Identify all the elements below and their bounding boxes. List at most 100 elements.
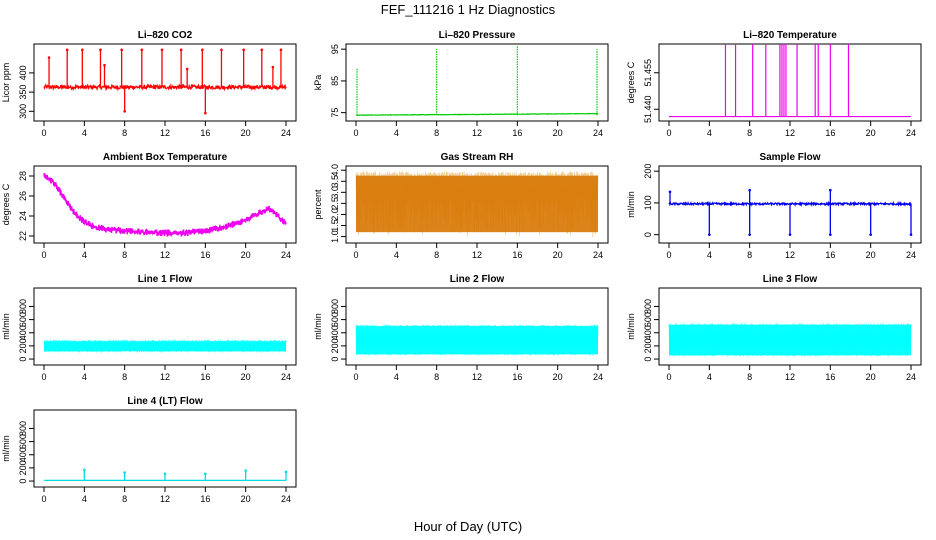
x-tick-label: 12 [472,372,482,382]
y-tick-label: 0 [18,357,28,362]
x-tick-label: 16 [512,128,522,138]
x-tick-label: 20 [553,128,563,138]
data-spike-point [748,188,751,192]
x-tick-label: 24 [281,494,291,504]
y-tick-label: 28 [18,171,28,181]
x-tick-label: 0 [666,250,671,260]
panel-title: Ambient Box Temperature [103,152,228,163]
figure-title: FEF_111216 1 Hz Diagnostics [381,2,556,17]
data-spike-point [123,471,126,474]
plot-frame [345,43,609,122]
data-spike-point [179,48,183,52]
x-tick-label: 4 [394,250,399,260]
x-tick-label: 16 [825,128,835,138]
y-tick-label: 350 [18,85,28,100]
data-spike-point [260,48,264,52]
series [668,323,912,357]
panel-title: Line 4 (LT) Flow [127,396,203,407]
x-tick-label: 4 [82,128,87,138]
x-tick-label: 12 [785,128,795,138]
x-tick-label: 4 [82,372,87,382]
x-axis: 0 4 8 12 16 20 24 [666,121,916,138]
y-axis-label: percent [313,189,323,220]
y-tick-label: 24 [18,211,28,221]
x-axis: 0 4 8 12 16 20 24 [353,243,603,260]
y-tick-label: 1.5 [330,219,340,232]
data-spike-point [163,472,167,476]
data-spike-point [140,48,144,52]
y-tick-label: 600 [18,312,28,327]
x-axis: 0 4 8 12 16 20 24 [666,243,916,260]
x-tick-label: 20 [866,250,876,260]
x-tick-label: 12 [785,250,795,260]
x-tick-label: 20 [866,372,876,382]
x-axis: 0 4 8 12 16 20 24 [666,365,916,382]
data-spike-point [284,470,288,474]
data-spike-point [220,48,223,52]
x-tick-label: 20 [866,128,876,138]
x-tick-label: 12 [160,128,170,138]
x-tick-label: 20 [241,128,251,138]
y-tick-label: 600 [330,312,340,327]
y-axis: 300 350 400 [18,65,34,119]
data-spike-point [788,233,792,236]
series [669,44,911,118]
x-tick-label: 4 [394,372,399,382]
data-spike-point [47,56,51,59]
y-tick-label: 0 [18,479,28,484]
x-tick-label: 16 [512,372,522,382]
data-line [43,173,287,237]
x-tick-label: 16 [512,250,522,260]
y-tick-label: 600 [643,312,653,327]
y-axis-label: ml/min [626,191,636,218]
data-spike-point [185,67,189,71]
y-tick-label: 3.0 [330,186,340,199]
x-tick-label: 20 [241,372,251,382]
y-tick-label: 95 [330,44,340,54]
x-tick-label: 12 [472,250,482,260]
x-axis: 0 4 8 12 16 20 24 [353,365,603,382]
data-spike-point [668,190,672,194]
y-axis-label: ml/min [313,313,323,340]
x-tick-label: 0 [41,372,46,382]
data-spike-point [81,48,84,52]
series [43,339,287,353]
y-axis: 75 85 95 [330,44,346,118]
x-tick-label: 8 [434,128,439,138]
x-tick-label: 4 [82,250,87,260]
x-tick-label: 20 [553,372,563,382]
panel-title: Li–820 Temperature [743,30,837,41]
plot-frame [658,43,922,122]
panel-title: Line 1 Flow [138,274,193,285]
data-spike-point [271,65,275,69]
y-axis-label: ml/min [1,435,11,462]
x-tick-label: 24 [281,250,291,260]
y-tick-label: 200 [18,338,28,353]
series [44,468,288,482]
x-tick-label: 0 [41,250,46,260]
data-spike-point [204,472,207,476]
panel-5: Gas Stream RH 0 4 8 12 16 20 24 1.01.52.02.53.03… [313,152,609,260]
series [43,48,287,115]
x-tick-label: 8 [434,372,439,382]
y-tick-label: 200 [643,338,653,353]
data-spike-point [244,469,247,472]
y-axis: 0 100 200 [643,164,659,237]
y-axis: 22 24 26 28 [18,171,34,241]
series [43,173,287,237]
x-tick-label: 12 [160,250,170,260]
panel-2: Li–820 Pressure 0 4 8 12 16 20 24 75 85 95 kPa [313,30,609,138]
y-tick-label: 200 [330,338,340,353]
panel-3: Li–820 Temperature 0 4 8 12 16 20 24 51.440 51.45… [626,30,922,138]
data-spike-point [279,48,283,52]
y-tick-label: 800 [643,299,653,314]
data-line [43,83,287,92]
x-tick-label: 24 [593,128,603,138]
series [355,46,598,117]
data-spike-point [869,233,872,236]
x-tick-label: 16 [200,372,210,382]
